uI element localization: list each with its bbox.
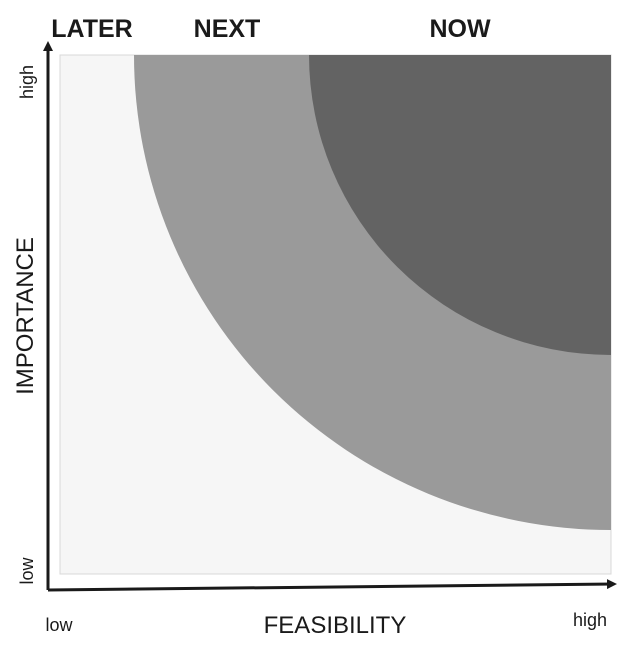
y-axis-title: IMPORTANCE	[12, 237, 39, 395]
now-zone	[309, 55, 611, 355]
zone-label-next: NEXT	[194, 15, 261, 43]
y-axis-low-label: low	[17, 556, 37, 584]
x-axis-high-label: high	[573, 610, 607, 630]
x-axis-title: FEASIBILITY	[264, 612, 407, 639]
zone-label-now: NOW	[429, 15, 491, 43]
x-axis-low-label: low	[45, 615, 73, 635]
x-axis-arrow	[47, 579, 617, 592]
y-axis-high-label: high	[17, 65, 37, 99]
zone-label-later: LATER	[51, 15, 132, 43]
